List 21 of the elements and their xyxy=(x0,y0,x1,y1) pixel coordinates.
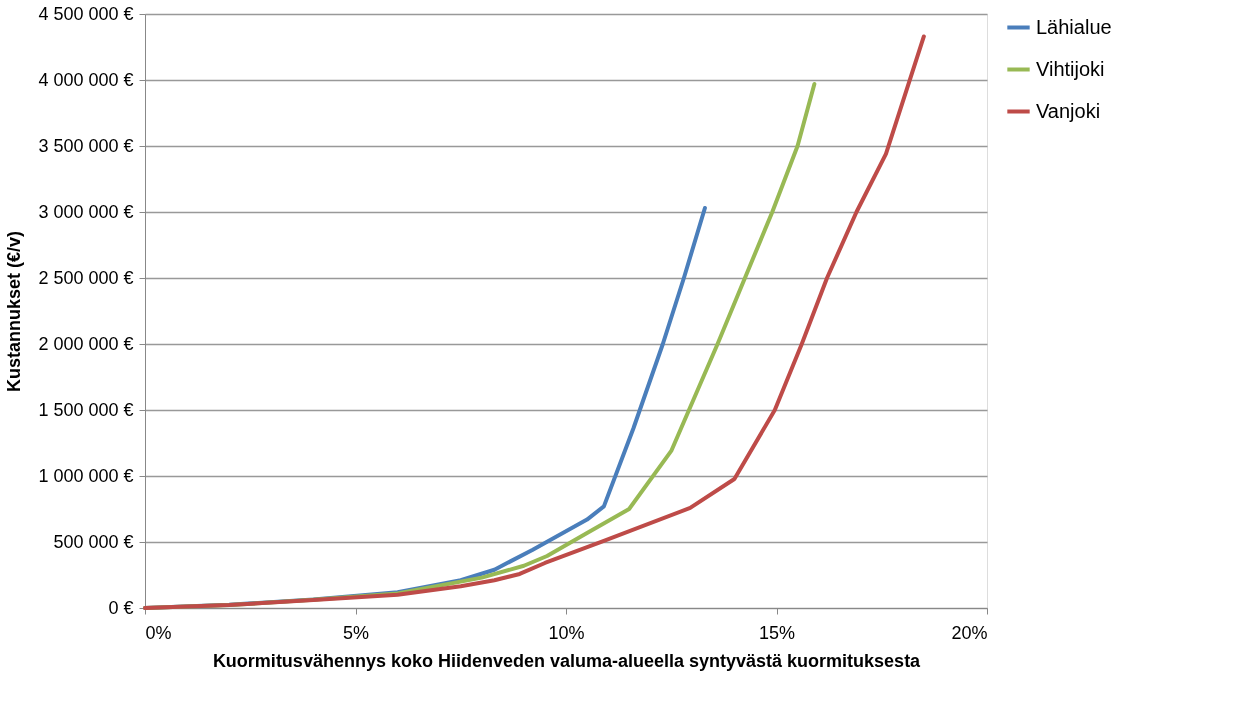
line-series xyxy=(143,34,926,610)
x-axis-title: Kuormitusvähennys koko Hiidenveden valuma-alueella syntyvästä kuormituksesta xyxy=(212,650,922,671)
y-tick-label: 0 € xyxy=(108,597,134,618)
y-tick-label: 4 500 000 € xyxy=(38,3,134,24)
y-axis-title: Kustannukset (€/v) xyxy=(4,230,25,393)
legend-label: Vanjoki xyxy=(1036,99,1101,122)
y-tick-label: 3 500 000 € xyxy=(38,135,134,156)
x-tick-label: 15% xyxy=(758,622,796,643)
y-tick-label: 3 000 000 € xyxy=(38,201,134,222)
y-tick-label: 500 000 € xyxy=(53,531,134,552)
x-tick-label: 20% xyxy=(951,622,988,643)
y-tick-label: 2 500 000 € xyxy=(38,267,134,288)
x-tick-label: 5% xyxy=(342,622,370,643)
y-tick-label: 1 000 000 € xyxy=(38,465,134,486)
y-tick-label: 2 000 000 € xyxy=(38,333,134,354)
y-tick-label: 4 000 000 € xyxy=(38,69,134,90)
x-tick-label: 10% xyxy=(548,622,585,643)
legend-label: Lähialue xyxy=(1036,15,1112,38)
x-tick-label: 0% xyxy=(145,622,172,643)
y-tick-label: 1 500 000 € xyxy=(38,399,134,420)
legend-label: Vihtijoki xyxy=(1036,57,1105,80)
